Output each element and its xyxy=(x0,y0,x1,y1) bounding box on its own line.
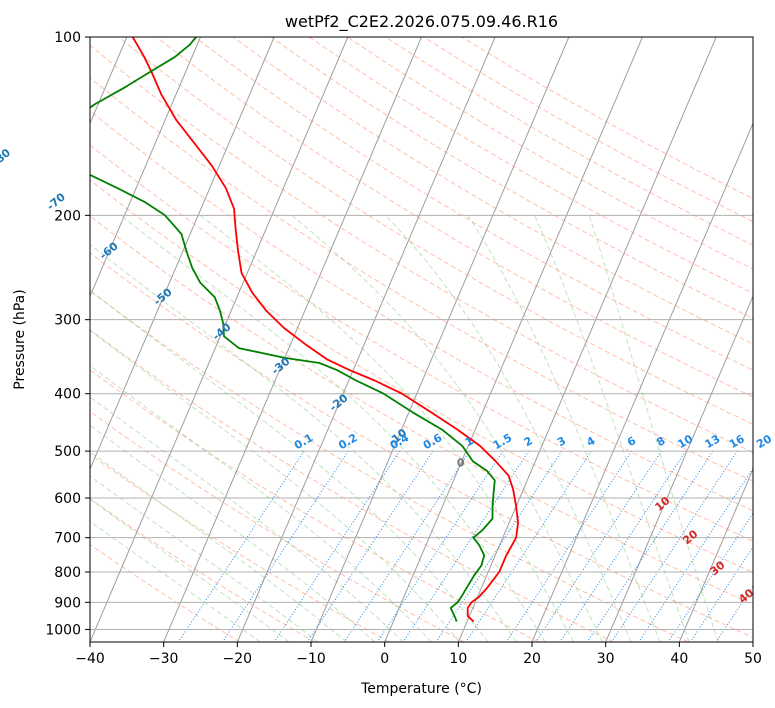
x-tick-label: 10 xyxy=(449,651,467,667)
dry-adiabat xyxy=(156,37,753,398)
dry-adiabat xyxy=(90,369,540,642)
isotherm-line xyxy=(90,37,201,298)
moist-adiabat xyxy=(90,364,432,642)
x-tick-label: 30 xyxy=(597,651,615,667)
x-tick-label: −30 xyxy=(149,651,179,667)
mixing-ratio-line xyxy=(306,450,434,642)
isotherm-line xyxy=(605,295,753,642)
y-tick-label: 900 xyxy=(54,595,81,611)
moist-adiabat xyxy=(90,424,376,642)
profiles xyxy=(90,37,519,623)
isotherm-line xyxy=(384,37,643,642)
mixing-ratio-line xyxy=(273,450,401,642)
y-tick-label: 700 xyxy=(54,531,81,547)
moist-adiabat xyxy=(90,520,261,642)
mixing-ratio-line xyxy=(638,467,753,642)
x-tick-label: 50 xyxy=(744,651,762,667)
isotherm-line xyxy=(678,467,753,642)
isotherm-line xyxy=(236,37,496,642)
dry-adiabat xyxy=(232,37,753,345)
y-tick-label: 200 xyxy=(54,208,81,224)
dry-adiabat xyxy=(270,37,753,320)
x-tick-label: 0 xyxy=(380,651,389,667)
isotherm-line xyxy=(531,122,753,642)
mixing-ratio-line xyxy=(376,450,504,642)
moist-adiabat xyxy=(90,396,404,642)
moist-adiabat xyxy=(90,329,461,642)
dry-adiabat xyxy=(90,144,753,542)
dry-adiabat xyxy=(90,453,390,642)
y-tick-label: 500 xyxy=(54,444,81,460)
moist-adiabat xyxy=(90,243,517,642)
mixing-ratio-line xyxy=(465,450,592,642)
y-tick-label: 1000 xyxy=(45,622,81,638)
isotherm-line xyxy=(310,37,570,642)
isotherm-line xyxy=(90,37,275,471)
y-tick-label: 800 xyxy=(54,565,81,581)
temperature-profile xyxy=(131,37,519,623)
x-tick-label: 40 xyxy=(670,651,688,667)
x-tick-label: 20 xyxy=(523,651,541,667)
isotherm-label: 0 xyxy=(457,457,465,470)
y-tick-label: 400 xyxy=(54,387,81,403)
mixing-ratio-line xyxy=(667,512,753,642)
moist-adiabat xyxy=(385,214,632,642)
chart-title: wetPf2_C2E2.2026.075.09.46.R16 xyxy=(285,12,558,32)
isotherm-line xyxy=(90,37,349,642)
y-tick-label: 300 xyxy=(54,313,81,329)
isotherm-line xyxy=(457,37,717,642)
dry-adiabat xyxy=(90,215,753,606)
y-axis-label: Pressure (hPa) xyxy=(12,289,28,389)
isotherm-line xyxy=(163,37,422,642)
mixing-ratio-line xyxy=(505,450,633,642)
mixing-ratio-line xyxy=(586,450,714,642)
plot-frame xyxy=(89,36,754,643)
dry-adiabat xyxy=(90,179,753,573)
y-axis-ticks: 1000 900 800 700 600 500 400 300 200 100 xyxy=(45,30,90,638)
background-lines xyxy=(90,37,753,642)
moist-adiabat xyxy=(90,289,489,642)
mixing-ratio-line xyxy=(559,450,686,642)
moist-adiabat xyxy=(90,451,347,642)
dry-adiabat xyxy=(90,498,315,642)
x-axis-label: Temperature (°C) xyxy=(360,681,482,697)
mixing-ratio-line xyxy=(611,450,738,642)
moist-adiabat xyxy=(534,215,690,642)
x-axis-ticks: −40 −30 −20 −10 0 10 20 30 40 50 xyxy=(75,642,762,667)
dry-adiabat xyxy=(90,110,753,512)
mixing-ratio-line xyxy=(222,450,349,642)
moist-adiabat xyxy=(199,214,575,642)
moist-adiabat xyxy=(120,214,546,642)
dewpoint-profile xyxy=(90,37,496,622)
mixing-ratio-line xyxy=(435,450,563,642)
x-tick-label: −20 xyxy=(223,651,253,667)
dry-adiabat xyxy=(90,76,753,482)
x-tick-label: −40 xyxy=(75,651,105,667)
mixing-ratio-line xyxy=(343,450,471,642)
dry-adiabat xyxy=(90,410,465,642)
mixing-ratio-line xyxy=(402,450,530,642)
dry-adiabat xyxy=(194,37,753,371)
mixing-ratio-line xyxy=(535,450,662,642)
y-tick-label: 100 xyxy=(54,30,81,46)
moist-adiabat xyxy=(90,475,319,642)
mixing-ratio-line xyxy=(177,450,305,642)
y-tick-label: 600 xyxy=(54,491,81,507)
x-tick-label: −10 xyxy=(296,651,326,667)
dry-adiabat xyxy=(90,290,689,642)
moist-adiabat xyxy=(588,215,719,642)
